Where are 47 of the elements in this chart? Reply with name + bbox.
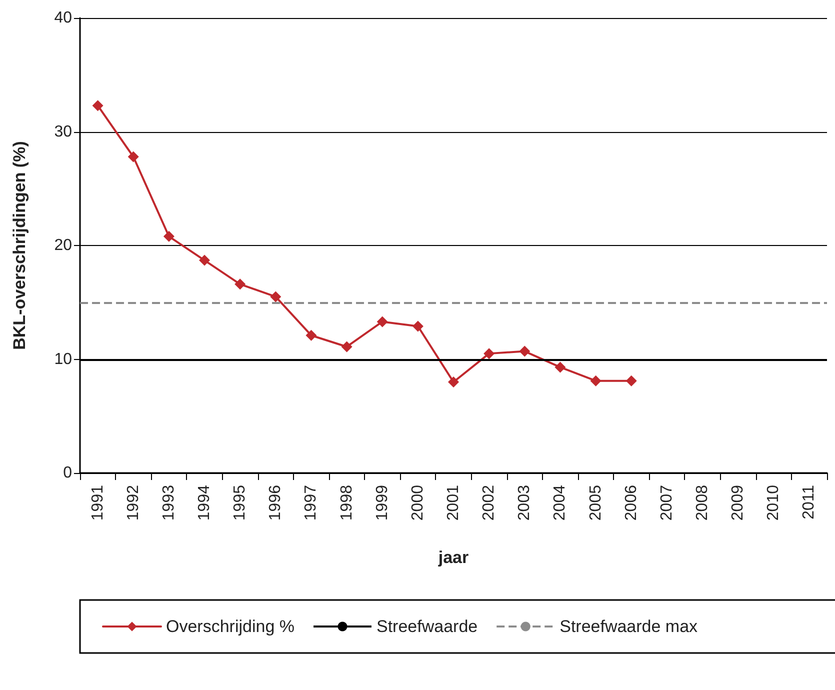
y-tick-label: 10 [54,350,72,368]
point [448,376,459,388]
x-tick-label: 1993 [160,484,178,521]
y-tick-label: 0 [63,464,72,482]
y-tick-label: 30 [54,123,72,140]
y-axis-title: BKL-overschrijdingen (%) [10,141,29,350]
x-tick-label: 1999 [374,484,391,521]
point [306,330,317,341]
x-tick-label: 2010 [765,484,782,521]
x-tick-label: 1995 [232,484,249,521]
x-tick-label: 2002 [480,484,498,521]
point [626,375,637,386]
y-tick-label: 40 [54,10,72,26]
x-tick-label: 2001 [445,484,462,521]
x-tick-label: 1997 [302,484,320,521]
point [341,341,352,352]
legend-label: Streefwaarde max [560,617,698,636]
x-tick-label: 2005 [587,484,604,521]
x-tick-label: 1996 [267,484,284,521]
point [590,375,602,386]
x-tick-label: 2007 [658,484,676,521]
y-tick-label: 20 [54,237,72,254]
point [92,100,104,112]
x-axis-title: jaar [437,548,470,567]
point [234,278,246,290]
x-tick-label: 2003 [516,484,534,521]
legend-label: Streefwaarde [376,617,478,636]
point [519,346,530,357]
point [412,320,424,332]
x-tick-label: 2004 [552,484,569,521]
x-tick-label: 1994 [196,484,213,521]
x-tick-label: 1992 [124,484,142,521]
point [376,316,388,328]
x-tick-label: 2006 [622,484,640,521]
x-tick-label: 2000 [409,484,426,521]
x-tick-label: 1991 [89,484,106,521]
x-tick-label: 1998 [338,484,356,521]
x-tick-label: 2009 [730,484,747,521]
legend-label: Overschrijding % [166,617,294,636]
x-tick-label: 2008 [694,484,711,521]
point [270,291,282,302]
point [554,362,566,373]
point [128,151,139,162]
point [199,254,210,266]
point [163,230,174,242]
x-tick-label: 2011 [800,484,818,520]
point [484,348,495,360]
